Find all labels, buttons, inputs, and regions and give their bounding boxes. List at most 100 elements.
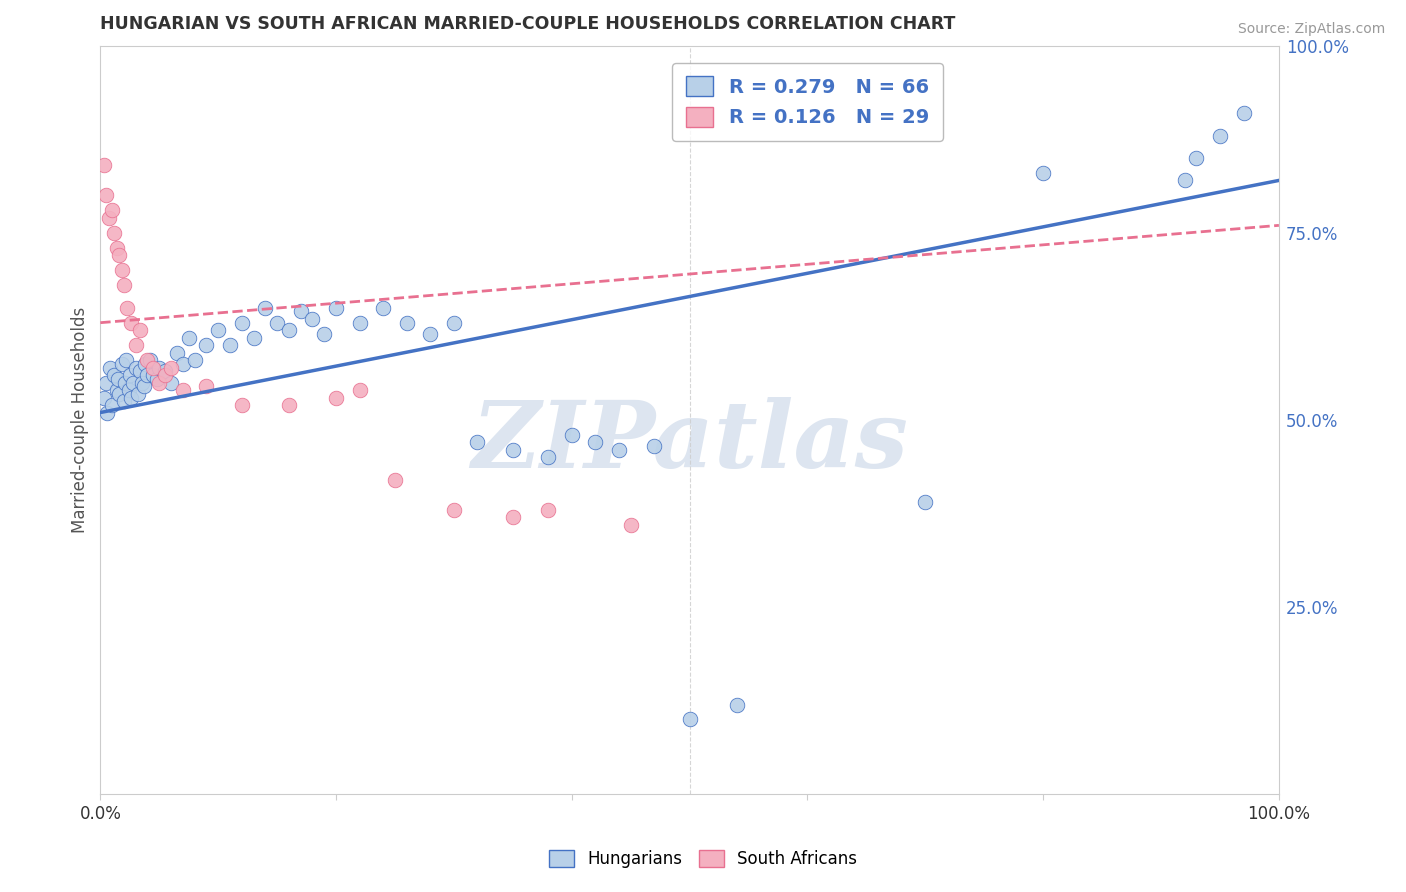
Point (1174, 173, 1197, 187)
Point (395, 316, 418, 330)
Point (142, 368, 165, 383)
Point (373, 301, 395, 315)
Point (118, 368, 141, 383)
Point (166, 345, 188, 359)
Point (112, 278, 135, 293)
Point (110, 263, 132, 277)
Point (122, 376, 145, 390)
Point (195, 338, 218, 352)
Point (349, 316, 371, 330)
Point (443, 316, 465, 330)
Legend: R = 0.279   N = 66, R = 0.126   N = 29: R = 0.279 N = 66, R = 0.126 N = 29 (672, 62, 942, 141)
Point (117, 383, 139, 397)
Point (96, 405, 118, 419)
Point (183, 353, 205, 368)
Point (678, 713, 700, 727)
Point (120, 391, 142, 405)
Text: HUNGARIAN VS SOUTH AFRICAN MARRIED-COUPLE HOUSEHOLDS CORRELATION CHART: HUNGARIAN VS SOUTH AFRICAN MARRIED-COUPL… (100, 15, 956, 33)
Point (146, 372, 169, 386)
Point (349, 383, 371, 397)
Point (114, 376, 136, 390)
Point (139, 353, 162, 368)
Point (125, 338, 148, 352)
Point (107, 372, 129, 386)
Point (537, 503, 560, 517)
Legend: Hungarians, South Africans: Hungarians, South Africans (543, 843, 863, 875)
Text: ZIPatlas: ZIPatlas (471, 398, 908, 488)
Point (277, 323, 299, 337)
Point (195, 379, 218, 393)
Point (290, 304, 312, 318)
Point (148, 376, 170, 390)
Point (325, 301, 347, 315)
Point (129, 364, 152, 378)
Point (1032, 166, 1054, 180)
Point (172, 357, 194, 371)
Point (266, 316, 288, 330)
Point (136, 368, 159, 383)
Point (643, 439, 665, 453)
Point (207, 323, 229, 337)
Point (108, 386, 131, 401)
Point (105, 241, 128, 255)
Point (101, 398, 124, 412)
Point (115, 353, 138, 368)
Point (160, 360, 183, 375)
Point (101, 203, 124, 218)
Point (153, 364, 176, 378)
Point (301, 312, 323, 326)
Point (120, 316, 142, 330)
Point (93, 391, 115, 405)
Point (96, 376, 118, 390)
Point (129, 323, 152, 337)
Point (725, 698, 748, 712)
Point (97, 211, 120, 225)
Point (502, 510, 524, 524)
Point (277, 398, 299, 412)
Point (108, 248, 131, 262)
Point (134, 357, 156, 371)
Point (620, 517, 643, 532)
Y-axis label: Married-couple Households: Married-couple Households (72, 307, 89, 533)
Point (419, 326, 441, 341)
Point (914, 495, 936, 509)
Point (127, 386, 149, 401)
Point (96, 188, 118, 202)
Point (153, 368, 176, 383)
Point (110, 357, 132, 371)
Point (103, 368, 125, 383)
Text: Source: ZipAtlas.com: Source: ZipAtlas.com (1237, 22, 1385, 37)
Point (325, 391, 347, 405)
Point (467, 435, 489, 450)
Point (131, 376, 153, 390)
Point (1209, 128, 1232, 143)
Point (117, 301, 139, 315)
Point (561, 428, 583, 442)
Point (142, 360, 165, 375)
Point (177, 331, 200, 345)
Point (314, 326, 336, 341)
Point (132, 379, 155, 393)
Point (98, 360, 121, 375)
Point (1232, 106, 1254, 120)
Point (160, 376, 183, 390)
Point (384, 473, 406, 487)
Point (93, 158, 115, 172)
Point (607, 442, 630, 457)
Point (172, 383, 194, 397)
Point (254, 301, 277, 315)
Point (136, 353, 159, 368)
Point (242, 331, 264, 345)
Point (148, 360, 170, 375)
Point (583, 435, 606, 450)
Point (231, 398, 253, 412)
Point (537, 450, 560, 465)
Point (112, 394, 135, 409)
Point (443, 503, 465, 517)
Point (219, 338, 242, 352)
Point (125, 360, 148, 375)
Point (502, 442, 524, 457)
Point (231, 316, 253, 330)
Point (105, 383, 128, 397)
Point (1185, 151, 1208, 165)
